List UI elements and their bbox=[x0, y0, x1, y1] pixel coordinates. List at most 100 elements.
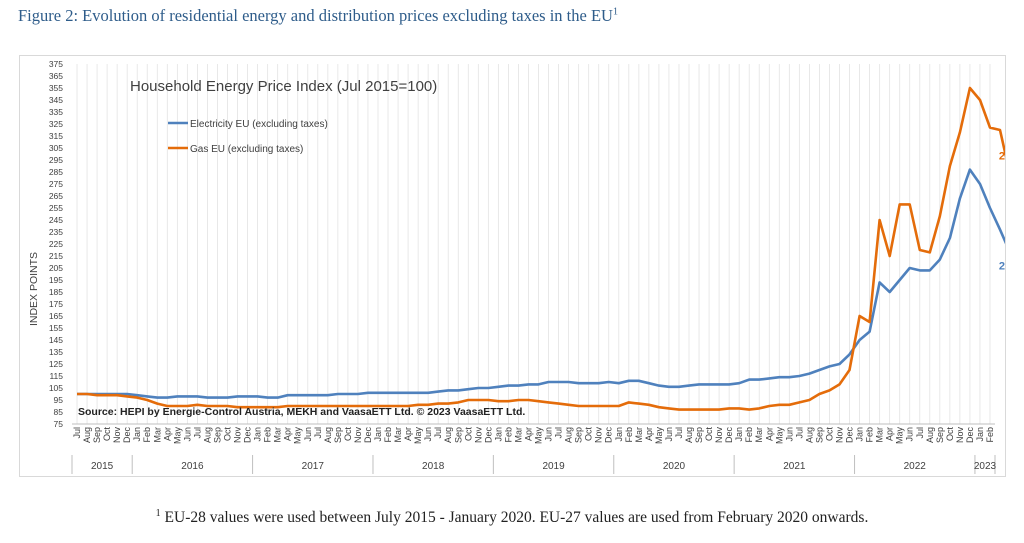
x-tick-label: Jan bbox=[493, 427, 503, 442]
x-tick-label: Oct bbox=[223, 427, 233, 442]
x-tick-label: Jun bbox=[905, 427, 915, 442]
x-tick-label: Sep bbox=[814, 427, 824, 443]
x-tick-label: Jul bbox=[554, 427, 564, 439]
x-tick-label: Apr bbox=[644, 427, 654, 441]
x-tick-label: Aug bbox=[443, 427, 453, 443]
series-line-electricity bbox=[77, 168, 1012, 399]
x-tick-label: Jan bbox=[132, 427, 142, 442]
y-tick-label: 275 bbox=[49, 179, 63, 189]
footnote-mark: 1 bbox=[155, 508, 161, 519]
x-tick-label: Jul bbox=[313, 427, 323, 439]
x-tick-label: May bbox=[172, 427, 182, 445]
x-tick-label: Mar bbox=[754, 427, 764, 443]
x-tick-label: Nov bbox=[112, 427, 122, 444]
x-tick-label: Oct bbox=[343, 427, 353, 442]
year-label: 2022 bbox=[904, 461, 927, 472]
x-tick-label: Feb bbox=[503, 427, 513, 443]
y-tick-label: 215 bbox=[49, 251, 63, 261]
x-tick-label: Jun bbox=[423, 427, 433, 442]
x-tick-label: Mar bbox=[152, 427, 162, 443]
x-tick-label: Dec bbox=[604, 427, 614, 444]
x-tick-label: Dec bbox=[243, 427, 253, 444]
x-tick-label: Jul bbox=[72, 427, 82, 439]
year-label: 2020 bbox=[663, 461, 686, 472]
source-note: Source: HEPI by Energie-Control Austria,… bbox=[78, 406, 525, 418]
x-tick-label: Jul bbox=[192, 427, 202, 439]
x-tick-label: Jul bbox=[674, 427, 684, 439]
x-tick-label: Sep bbox=[694, 427, 704, 443]
x-tick-label: Mar bbox=[273, 427, 283, 443]
x-tick-label: Feb bbox=[985, 427, 995, 443]
x-tick-label: Sep bbox=[574, 427, 584, 443]
year-label: 2017 bbox=[302, 461, 325, 472]
series-end-label: 283 bbox=[999, 150, 1005, 162]
series-layer: 218 283 bbox=[77, 86, 1017, 411]
x-tick-label: Jan bbox=[373, 427, 383, 442]
x-tick-label: Jun bbox=[544, 427, 554, 442]
x-tick-label: Jun bbox=[303, 427, 313, 442]
y-tick-label: 375 bbox=[49, 59, 63, 69]
series-end-label: 218 bbox=[999, 260, 1005, 272]
x-tick-label: May bbox=[413, 427, 423, 445]
y-tick-label: 255 bbox=[49, 203, 63, 213]
y-tick-label: 195 bbox=[49, 275, 63, 285]
y-tick-label: 145 bbox=[49, 335, 63, 345]
x-tick-label: Mar bbox=[393, 427, 403, 443]
x-tick-label: Sep bbox=[333, 427, 343, 443]
y-tick-label: 245 bbox=[49, 215, 63, 225]
y-axis-label: INDEX POINTS bbox=[28, 252, 40, 326]
figure-caption-text: Figure 2: Evolution of residential energ… bbox=[18, 6, 613, 25]
legend-label-electricity: Electricity EU (excluding taxes) bbox=[190, 119, 328, 130]
x-tick-label: Apr bbox=[162, 427, 172, 441]
y-tick-label: 235 bbox=[49, 227, 63, 237]
y-tick-label: 205 bbox=[49, 263, 63, 273]
x-tick-label: Jan bbox=[855, 427, 865, 442]
year-label: 2018 bbox=[422, 461, 445, 472]
x-tick-label: Jan bbox=[734, 427, 744, 442]
year-label: 2019 bbox=[542, 461, 565, 472]
x-tick-label: Aug bbox=[925, 427, 935, 443]
x-tick-label: Jun bbox=[664, 427, 674, 442]
y-tick-label: 325 bbox=[49, 119, 63, 129]
y-tick-label: 75 bbox=[54, 419, 64, 429]
x-tick-label: Sep bbox=[92, 427, 102, 443]
year-label: 2015 bbox=[91, 461, 114, 472]
x-tick-label: Apr bbox=[764, 427, 774, 441]
x-tick-label: Jun bbox=[784, 427, 794, 442]
x-tick-label: Oct bbox=[102, 427, 112, 442]
year-label: 2016 bbox=[181, 461, 204, 472]
x-tick-label: Jan bbox=[614, 427, 624, 442]
x-tick-label: Oct bbox=[584, 427, 594, 442]
x-tick-label: Apr bbox=[283, 427, 293, 441]
x-tick-label: Nov bbox=[955, 427, 965, 444]
x-tick-label: Aug bbox=[804, 427, 814, 443]
series-line-gas bbox=[77, 86, 1012, 411]
x-tick-label: Dec bbox=[965, 427, 975, 444]
x-tick-label: Oct bbox=[945, 427, 955, 442]
figure-caption-footnote-mark: 1 bbox=[612, 6, 618, 18]
y-tick-label: 125 bbox=[49, 359, 63, 369]
x-tick-label: Feb bbox=[624, 427, 634, 443]
x-tick-label: Feb bbox=[744, 427, 754, 443]
x-tick-label: Aug bbox=[82, 427, 92, 443]
x-tick-label: Aug bbox=[323, 427, 333, 443]
x-tick-label: Nov bbox=[714, 427, 724, 444]
legend-label-gas: Gas EU (excluding taxes) bbox=[190, 144, 303, 155]
x-tick-label: Jun bbox=[182, 427, 192, 442]
x-tick-label: Feb bbox=[263, 427, 273, 443]
x-tick-label: May bbox=[895, 427, 905, 445]
x-tick-label: Oct bbox=[463, 427, 473, 442]
y-tick-label: 175 bbox=[49, 299, 63, 309]
figure-caption: Figure 2: Evolution of residential energ… bbox=[18, 6, 618, 26]
x-tick-label: Nov bbox=[473, 427, 483, 444]
y-tick-label: 365 bbox=[49, 71, 63, 81]
energy-price-chart: 75 85 95 105 115 125 135 145 155 165 175 185 195 205 2… bbox=[28, 59, 1017, 474]
x-tick-label: Feb bbox=[142, 427, 152, 443]
x-tick-label: Dec bbox=[724, 427, 734, 444]
x-tick-label: Jan bbox=[253, 427, 263, 442]
chart-frame: 75 85 95 105 115 125 135 145 155 165 175 185 195 205 2… bbox=[19, 55, 1017, 477]
chart-title: Household Energy Price Index (Jul 2015=1… bbox=[130, 78, 437, 95]
x-tick-label: May bbox=[293, 427, 303, 445]
y-tick-label: 315 bbox=[49, 131, 63, 141]
y-tick-label: 335 bbox=[49, 107, 63, 117]
